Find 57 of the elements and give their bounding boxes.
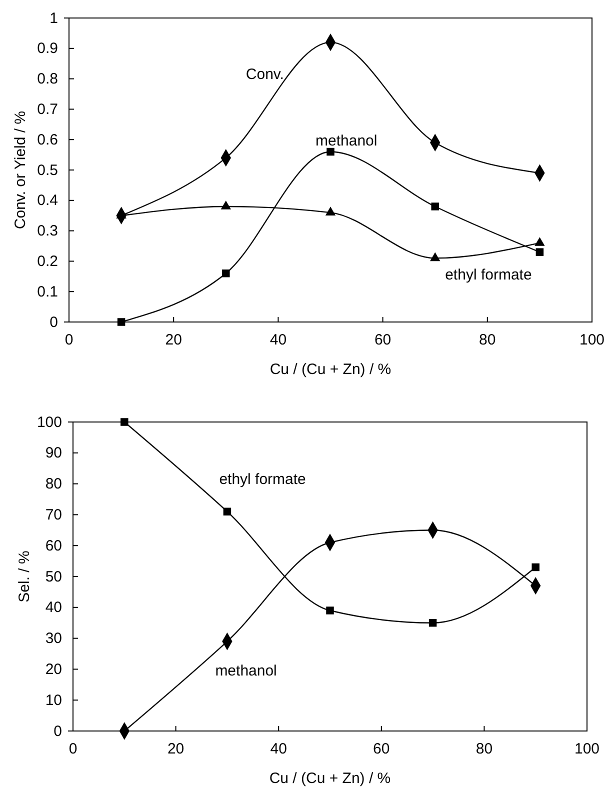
point bbox=[430, 252, 440, 262]
point bbox=[326, 606, 334, 614]
y-tick-label: 0.1 bbox=[37, 283, 58, 300]
y-tick-label: 0.2 bbox=[37, 253, 58, 270]
y-tick-label: 0.3 bbox=[37, 222, 58, 240]
point bbox=[326, 148, 334, 156]
x-axis-title: Cu / (Cu + Zn) / % bbox=[269, 770, 391, 787]
y-tick-label: 10 bbox=[45, 692, 62, 709]
point bbox=[117, 318, 126, 326]
y-tick-label: 0.8 bbox=[37, 70, 58, 88]
series-label: ethyl formate bbox=[445, 266, 532, 284]
y-tick-label: 80 bbox=[45, 476, 62, 493]
point bbox=[120, 418, 128, 426]
x-tick-label: 40 bbox=[270, 740, 287, 758]
y-tick-label: 60 bbox=[45, 537, 62, 554]
point bbox=[431, 202, 439, 210]
y-tick-label: 0.4 bbox=[37, 192, 58, 210]
y-tick-label: 20 bbox=[45, 661, 62, 678]
x-tick-label: 60 bbox=[373, 740, 390, 758]
y-tick-label: 90 bbox=[45, 444, 62, 462]
y-tick-label: 0.9 bbox=[37, 40, 58, 58]
x-tick-label: 20 bbox=[167, 740, 184, 758]
y-tick-label: 40 bbox=[45, 599, 62, 616]
x-tick-label: 80 bbox=[479, 332, 496, 349]
x-tick-label: 20 bbox=[165, 332, 182, 349]
x-tick-label: 80 bbox=[476, 740, 493, 758]
point bbox=[536, 248, 544, 256]
y-tick-label: 0.5 bbox=[37, 162, 58, 179]
x-tick-label: 40 bbox=[270, 332, 287, 349]
y-axis-title: Conv. or Yield / % bbox=[12, 110, 29, 230]
y-tick-label: 0 bbox=[50, 314, 58, 331]
y-tick-label: 30 bbox=[45, 630, 62, 648]
point bbox=[428, 618, 437, 627]
y-tick-label: 0 bbox=[54, 722, 62, 740]
y-tick-label: 0.6 bbox=[37, 131, 58, 148]
point bbox=[220, 200, 231, 210]
series-label: Conv. bbox=[246, 66, 284, 83]
y-tick-label: 50 bbox=[45, 568, 62, 586]
y-tick-label: 70 bbox=[45, 506, 62, 524]
x-tick-label: 0 bbox=[64, 332, 74, 349]
x-tick-label: 100 bbox=[574, 740, 600, 758]
series-label: methanol bbox=[316, 132, 378, 150]
point bbox=[223, 508, 232, 516]
y-tick-label: 1 bbox=[50, 10, 58, 27]
x-tick-label: 0 bbox=[68, 740, 78, 758]
series-label: methanol bbox=[215, 662, 277, 680]
series-label: ethyl formate bbox=[219, 470, 306, 488]
x-tick-label: 60 bbox=[374, 332, 392, 349]
point bbox=[534, 237, 545, 246]
point bbox=[222, 269, 230, 278]
point bbox=[532, 563, 540, 572]
point bbox=[325, 206, 336, 216]
x-axis-title: Cu / (Cu + Zn) / % bbox=[270, 361, 392, 378]
y-tick-label: 100 bbox=[36, 414, 62, 431]
x-tick-label: 100 bbox=[579, 332, 605, 349]
y-tick-label: 0.7 bbox=[37, 101, 58, 118]
y-axis-title: Sel. / % bbox=[16, 550, 33, 602]
